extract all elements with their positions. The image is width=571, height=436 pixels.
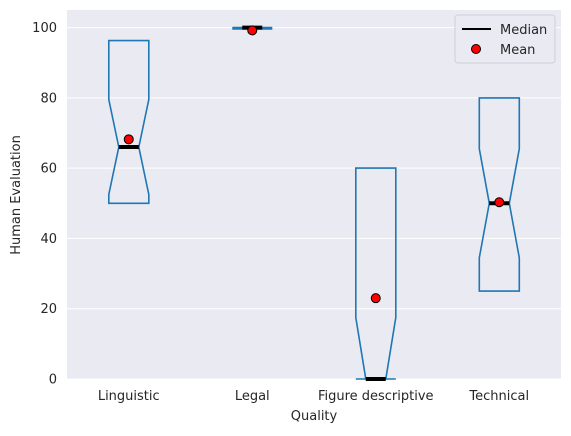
boxes (108, 25, 521, 381)
y-tick-label: 60 (40, 162, 57, 177)
x-tick-label: Linguistic (98, 389, 160, 404)
mean-marker (123, 134, 134, 145)
legend-median-label: Median (500, 23, 547, 38)
y-tick-label: 20 (40, 302, 57, 317)
y-tick-label: 100 (32, 21, 57, 36)
x-tick-label: Figure descriptive (318, 389, 434, 404)
y-tick-label: 40 (40, 232, 57, 247)
box (478, 97, 521, 292)
x-tick-label: Technical (468, 389, 529, 404)
mean-marker (247, 25, 258, 36)
y-tick-label: 80 (40, 91, 57, 106)
legend-mean-label: Mean (500, 43, 535, 58)
x-tick-label: Legal (235, 389, 270, 404)
legend-mean-swatch (471, 44, 481, 54)
mean-marker (370, 293, 381, 304)
x-axis-label: Quality (291, 409, 338, 424)
y-axis-label: Human Evaluation (9, 135, 24, 255)
tick-labels: 0 20 40 60 80 100 Linguistic Legal Figure descri… (32, 21, 529, 404)
mean-marker (494, 197, 505, 208)
legend: Median Mean (454, 14, 556, 64)
box (355, 167, 397, 380)
y-tick-label: 0 (49, 373, 57, 388)
box (108, 39, 150, 205)
